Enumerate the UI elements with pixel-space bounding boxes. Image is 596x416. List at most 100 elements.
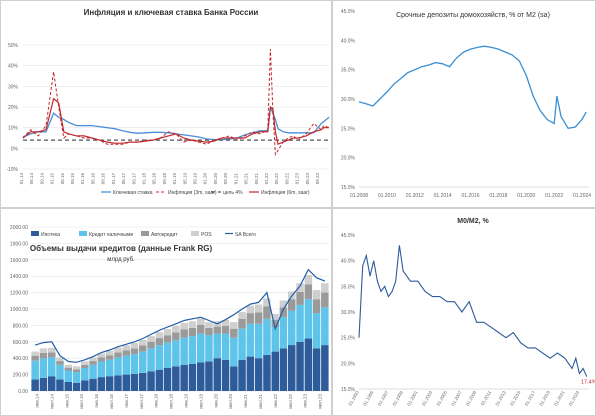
x-tick-label: 01.2010 (378, 193, 396, 199)
bar-0 (205, 361, 213, 391)
bar-0 (139, 373, 147, 391)
legend-label: Инфляция (6m, saar) (261, 190, 310, 196)
bar-1 (188, 336, 197, 364)
bar-3 (230, 322, 238, 329)
bar-1 (213, 333, 221, 359)
bar-1 (304, 299, 313, 339)
y-tick-label: 2000.00 (10, 225, 28, 231)
x-tick-label: 01.1995 (362, 390, 375, 407)
x-tick-label: 05.23 (305, 173, 310, 185)
series-line-0 (22, 106, 330, 141)
x-tick-label: 01.18 (141, 173, 146, 185)
bar-2 (263, 306, 271, 319)
x-tick-label: июл.20 (228, 394, 233, 409)
x-tick-label: 01.22 (264, 173, 269, 185)
y-tick-label: 30.0% (341, 310, 356, 316)
x-tick-label: июл.19 (198, 394, 203, 409)
legend-label: SA Всего (235, 232, 256, 238)
x-tick-label: янв.20 (213, 394, 218, 408)
chart-title: Инфляция и ключевая ставка Банка России (84, 8, 259, 17)
x-tick-label: 01.2005 (436, 390, 449, 407)
y-tick-label: 400.00 (13, 356, 29, 362)
x-tick-label: янв.22 (273, 394, 278, 408)
legend-swatch (141, 231, 149, 236)
bar-2 (89, 361, 97, 365)
x-tick-label: 05.14 (29, 173, 34, 185)
x-tick-label: 01.14 (19, 173, 24, 185)
chart-panel-m0m2: M0/M2, % 45.0% 40.0% 35.0% 30.0% 25.0% 20.0% 15… (332, 208, 596, 416)
bar-0 (39, 377, 48, 391)
bar-0 (238, 359, 246, 391)
bar-2 (304, 284, 313, 300)
x-tick-label: 01.23 (295, 173, 300, 185)
bar-1 (263, 318, 271, 355)
y-tick-label: 200.00 (13, 373, 29, 379)
x-tick-label: 01.2014 (434, 193, 452, 199)
bar-2 (31, 355, 39, 361)
bar-3 (304, 275, 313, 285)
bar-0 (172, 366, 180, 391)
x-tick-label: июл.14 (49, 394, 54, 409)
legend-label: Ключевая ставка (113, 190, 153, 196)
bar-2 (64, 367, 72, 371)
x-tick-label: 05.19 (182, 173, 187, 185)
bar-1 (64, 370, 72, 382)
x-tick-label: 01.2015 (509, 390, 522, 407)
bar-3 (180, 322, 188, 330)
x-tick-label: июл.18 (169, 394, 174, 409)
chart-title: M0/M2, % (457, 218, 489, 225)
bar-2 (139, 345, 147, 352)
bar-1 (296, 304, 304, 342)
bar-3 (97, 353, 106, 358)
bar-2 (197, 325, 205, 334)
bar-0 (155, 369, 164, 391)
y-tick-label: 25.0% (341, 126, 356, 132)
legend-swatch (31, 231, 39, 236)
y-tick-label: 1000.00 (10, 307, 28, 313)
bar-2 (271, 319, 279, 328)
legend-label: Кредит наличными (89, 232, 133, 238)
bar-0 (81, 380, 89, 391)
bar-0 (163, 368, 172, 391)
bar-1 (288, 310, 296, 345)
x-tick-label: 09.20 (223, 173, 228, 185)
x-tick-label: янв.19 (183, 394, 188, 408)
bar-2 (321, 292, 329, 308)
inflation-chart: Инфляция и ключевая ставка Банка России 5… (6, 8, 330, 196)
bar-2 (238, 318, 246, 329)
bar-2 (163, 335, 172, 343)
x-tick-label: июл.21 (258, 394, 263, 409)
y-tick-label: 1200.00 (10, 291, 28, 297)
x-tick-label: 01.2008 (350, 193, 368, 199)
x-tick-label: 01.2012 (406, 193, 424, 199)
bar-1 (279, 317, 288, 349)
y-tick-label: 50% (8, 43, 19, 49)
series-line-0 (358, 245, 588, 377)
bar-2 (122, 350, 130, 356)
bar-2 (48, 352, 56, 358)
bar-1 (321, 307, 329, 346)
y-tick-label: 1400.00 (10, 274, 28, 280)
x-tick-label: 09.15 (70, 173, 75, 185)
y-tick-label: 25.0% (341, 336, 356, 342)
y-tick-label: 20.0% (341, 156, 356, 162)
x-tick-label: янв.17 (124, 394, 129, 408)
x-tick-label: 05.20 (213, 173, 218, 185)
x-tick-label: 01.17 (111, 173, 116, 185)
x-tick-label: 09.16 (101, 173, 106, 185)
bar-0 (213, 358, 221, 391)
bar-2 (254, 312, 263, 324)
bar-2 (205, 327, 213, 336)
x-tick-label: 05.18 (152, 173, 157, 185)
bar-1 (271, 327, 279, 352)
bar-3 (221, 319, 230, 326)
bar-2 (130, 348, 139, 355)
bar-3 (139, 339, 147, 346)
y-tick-label: 40.0% (341, 38, 356, 44)
y-tick-label: 800.00 (13, 323, 29, 329)
bar-2 (221, 325, 230, 334)
y-tick-label: 10% (8, 126, 19, 132)
x-tick-label: 01.2001 (406, 390, 419, 407)
bar-0 (288, 345, 296, 391)
chart-subtitle: млрд руб. (107, 257, 135, 263)
